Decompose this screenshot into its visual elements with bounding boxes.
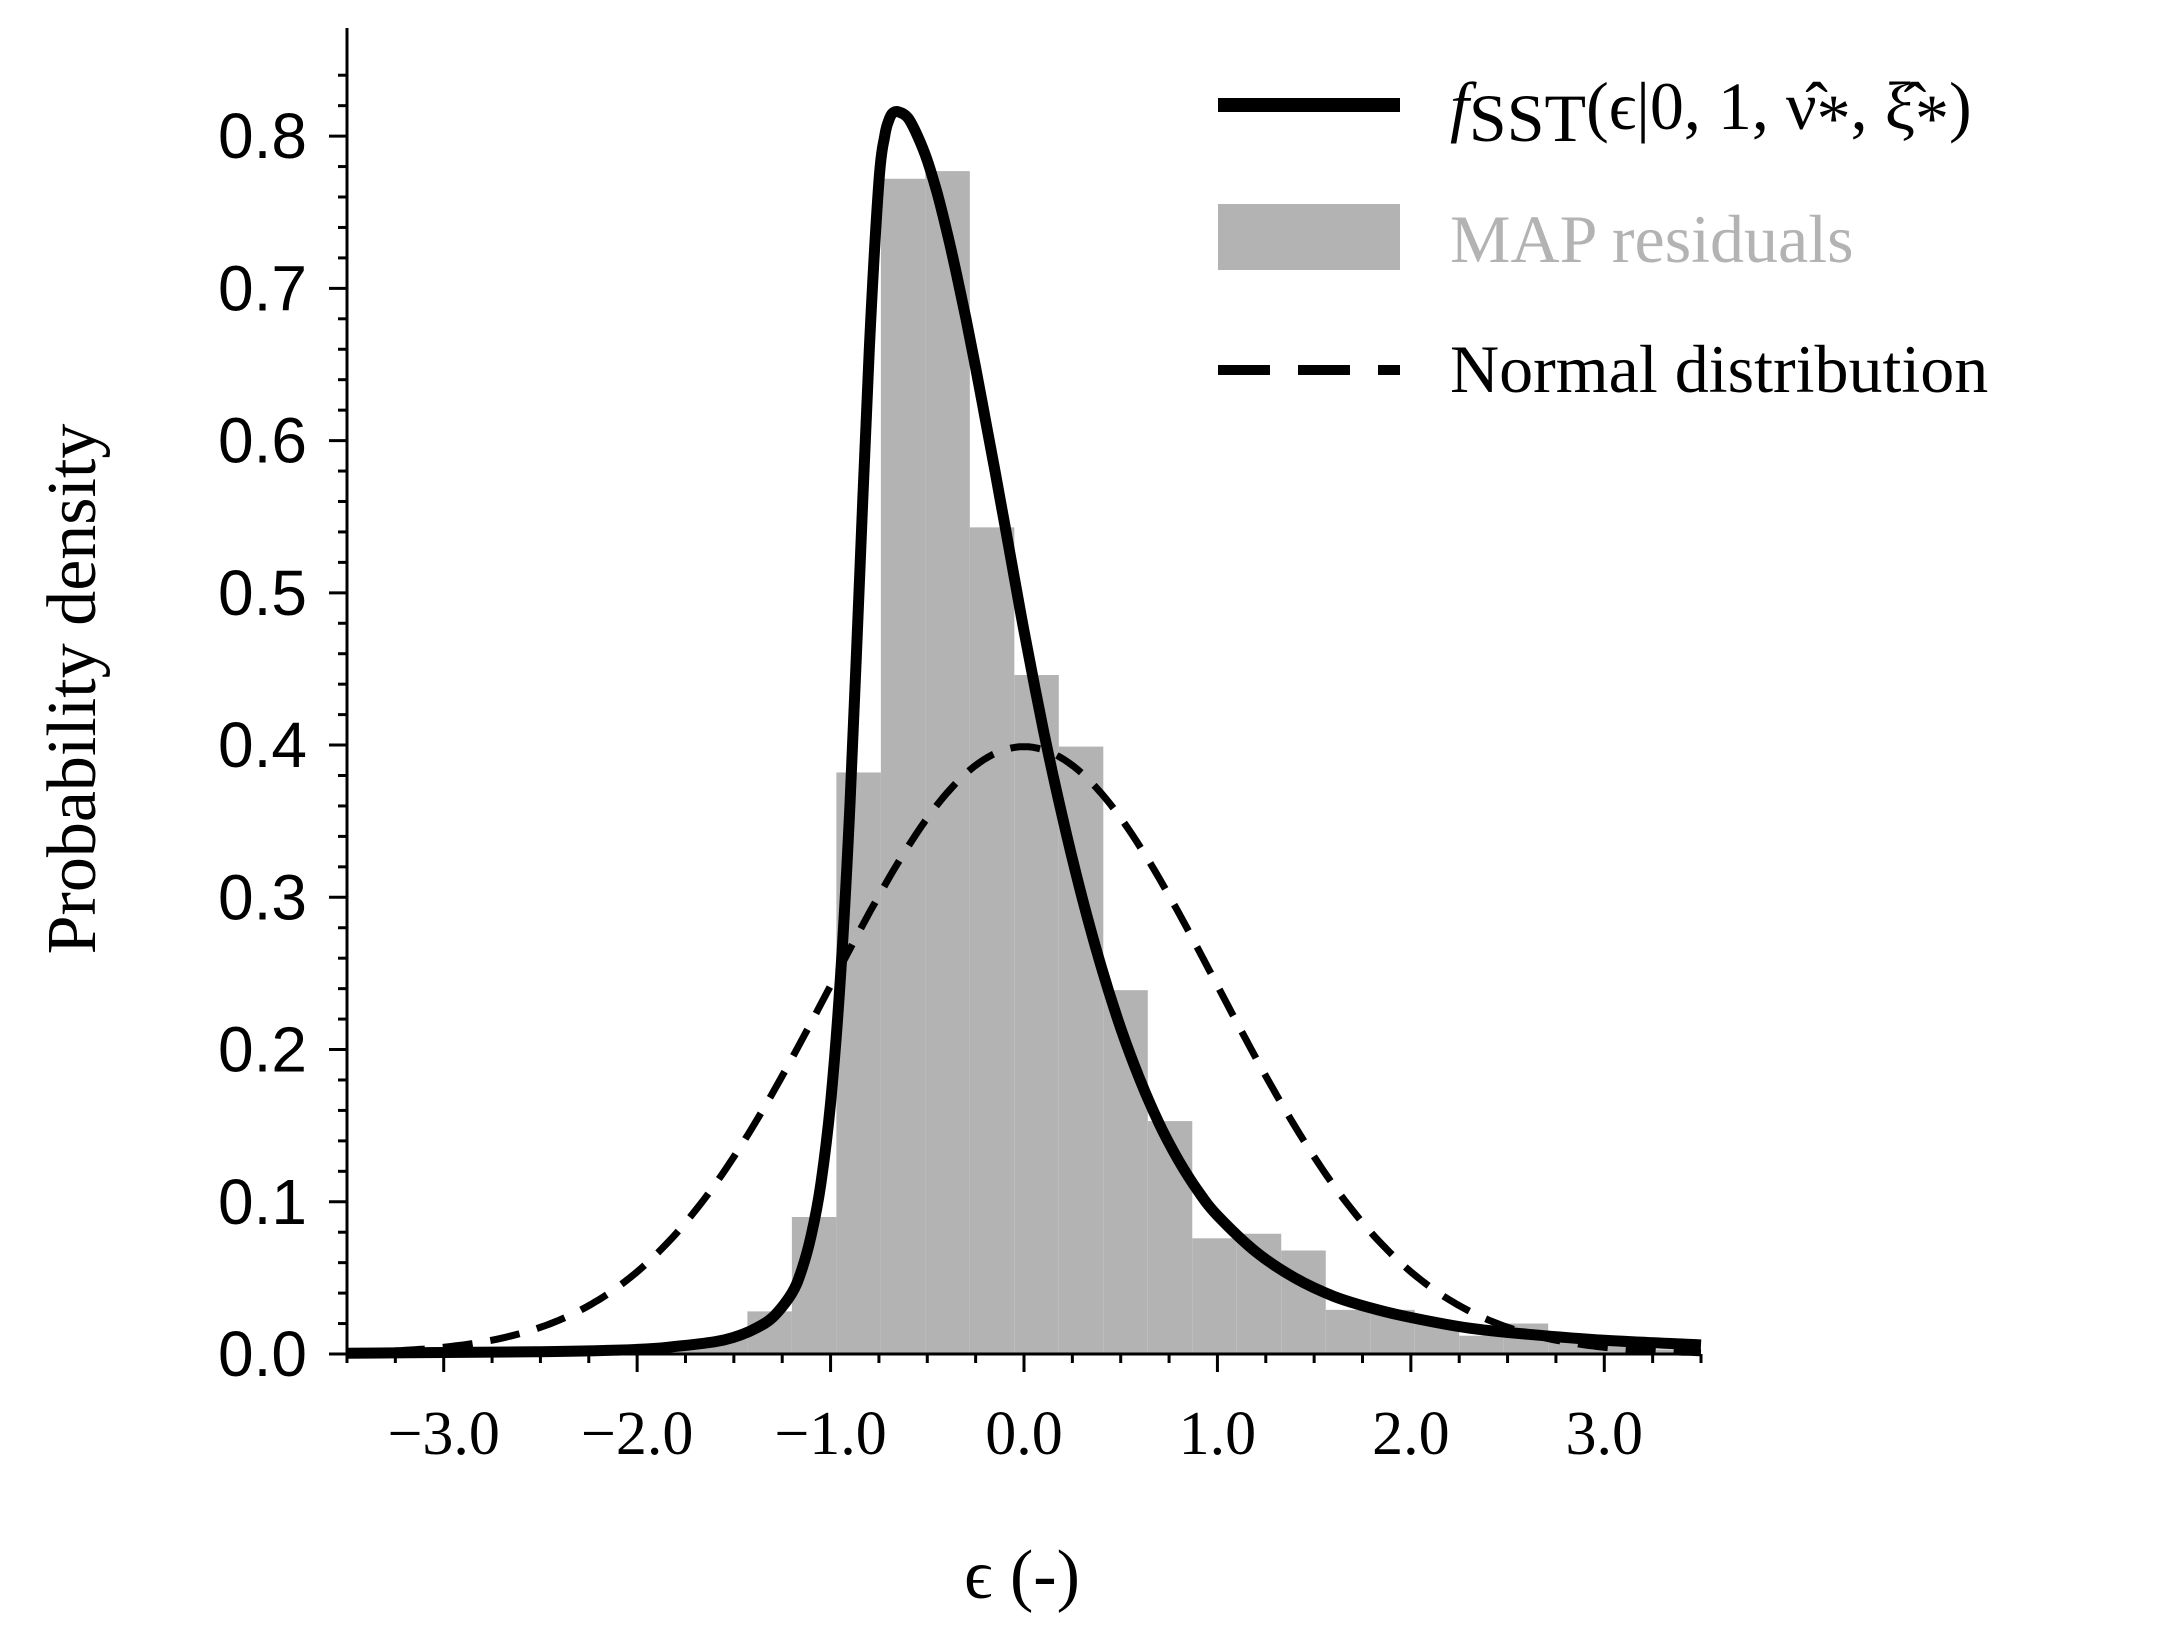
fsst-line	[346, 105, 1702, 1359]
normal-distribution-line	[346, 743, 1702, 1357]
y-tick-label: 0.5	[218, 557, 307, 629]
x-ticks: −3.0 −2.0 −1.0 0.0 1.0 2.0 3.0	[345, 1354, 1703, 1468]
histogram-bar	[1459, 1335, 1504, 1354]
y-tick-label: 0.3	[218, 861, 307, 933]
legend-label-normal: Normal distribution	[1450, 331, 1988, 407]
x-tick-label: 2.0	[1372, 1400, 1450, 1468]
histogram-bar	[1192, 1238, 1237, 1354]
y-tick-label: 0.2	[218, 1014, 307, 1086]
legend-label-fsst: fSST(ϵ|0, 1, ν̂*, ξ̂*)	[1450, 68, 1972, 156]
legend-swatch-map-residuals	[1218, 204, 1400, 270]
legend-label-map-residuals: MAP residuals	[1450, 201, 1854, 277]
histogram-bar	[1325, 1309, 1371, 1354]
y-tick-label: 0.8	[218, 100, 307, 172]
y-axis-title: Probability density	[34, 424, 111, 955]
histogram-bar	[1637, 1349, 1682, 1354]
x-tick-label: −3.0	[387, 1400, 499, 1468]
y-tick-label: 0.6	[218, 405, 307, 477]
histogram-bar	[1147, 1121, 1193, 1354]
x-tick-label: 1.0	[1179, 1400, 1257, 1468]
histogram-bar	[1281, 1250, 1326, 1354]
histogram-bar	[969, 527, 1015, 1354]
x-tick-label: −2.0	[581, 1400, 693, 1468]
fsst-curve	[346, 105, 1702, 1359]
y-tick-label: 0.0	[218, 1318, 307, 1390]
histogram-bar	[880, 178, 926, 1354]
histogram-bar	[925, 171, 970, 1355]
legend: fSST(ϵ|0, 1, ν̂*, ξ̂*) MAP residuals Nor…	[1218, 68, 1988, 407]
x-tick-label: 0.0	[985, 1400, 1063, 1468]
x-tick-label: −1.0	[774, 1400, 886, 1468]
x-axis-title: ϵ (-)	[964, 1537, 1080, 1614]
normal-distribution-curve	[346, 743, 1702, 1357]
y-tick-label: 0.4	[218, 709, 307, 781]
y-tick-label: 0.7	[218, 252, 307, 324]
x-tick-label: 3.0	[1566, 1400, 1644, 1468]
y-ticks: 0.0 0.1 0.2 0.3 0.4 0.5 0.6 0.7 0.8	[218, 73, 347, 1390]
y-tick-label: 0.1	[218, 1166, 307, 1238]
